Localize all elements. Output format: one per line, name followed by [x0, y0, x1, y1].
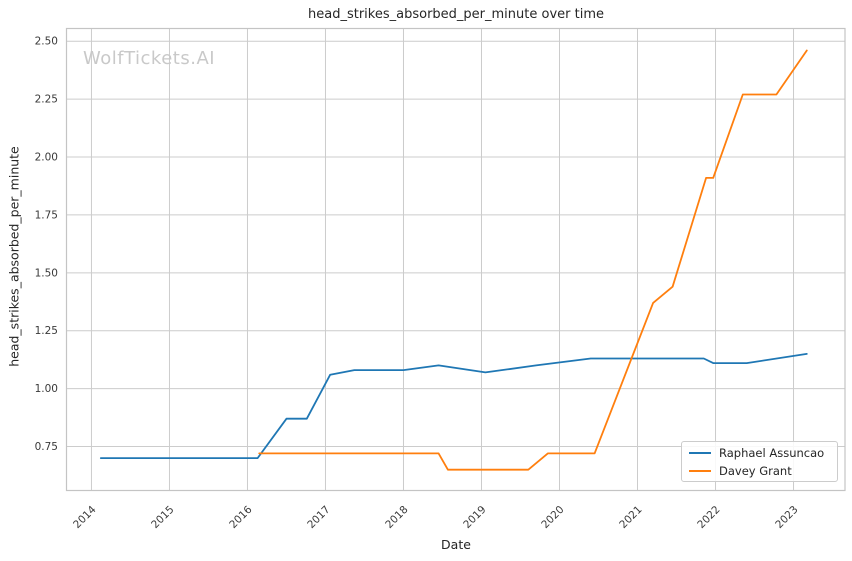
legend-line-sample [689, 451, 711, 454]
x-tick-label: 2023 [773, 504, 800, 531]
y-tick-label: 1.50 [35, 267, 58, 279]
legend-label: Davey Grant [719, 463, 792, 478]
watermark: WolfTickets.AI [83, 48, 216, 69]
x-tick-label: 2019 [461, 504, 488, 531]
series-line-davey-grant [258, 49, 808, 471]
y-tick-label: 1.75 [35, 209, 58, 221]
x-tick-label: 2020 [539, 504, 566, 531]
legend-item: Davey Grant [689, 463, 830, 478]
legend-item: Raphael Assuncao [689, 445, 830, 460]
y-axis-label: head_strikes_absorbed_per_minute [6, 146, 22, 367]
x-tick-label: 2017 [305, 504, 332, 531]
y-tick-label: 2.00 [35, 152, 58, 164]
legend-line-sample [689, 469, 711, 472]
x-tick-label: 2021 [617, 504, 644, 531]
legend: Raphael Assuncao Davey Grant [681, 441, 838, 482]
series-line-raphael-assuncao [99, 352, 808, 460]
y-tick-label: 0.75 [35, 441, 58, 453]
x-tick-label: 2016 [227, 503, 255, 531]
y-tick-label: 2.50 [35, 36, 58, 48]
x-tick-label: 2014 [71, 503, 99, 531]
chart-title: head_strikes_absorbed_per_minute over ti… [308, 7, 604, 22]
x-axis-label: Date [441, 537, 471, 552]
y-tick-label: 1.25 [35, 325, 58, 337]
axes-border [65, 27, 846, 492]
y-tick-label: 1.00 [35, 383, 58, 395]
x-tick-label: 2022 [695, 504, 722, 531]
x-tick-label: 2015 [149, 504, 176, 531]
x-tick-label: 2018 [383, 504, 410, 531]
legend-label: Raphael Assuncao [719, 445, 825, 460]
y-tick-label: 2.25 [35, 94, 58, 106]
